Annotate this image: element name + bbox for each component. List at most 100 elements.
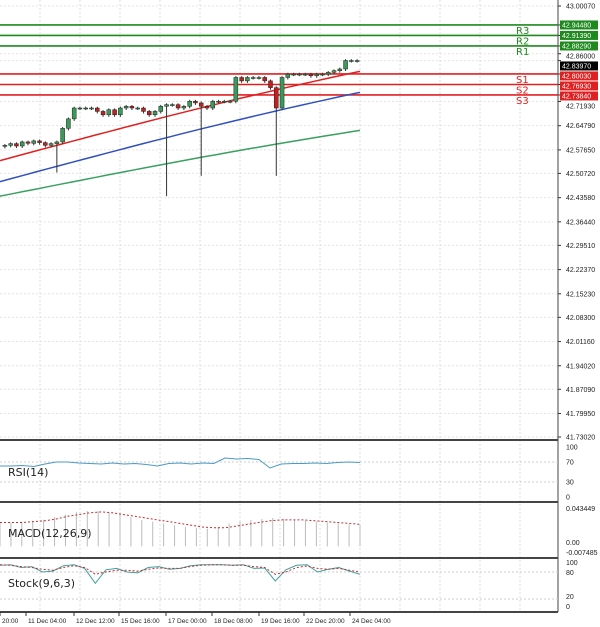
candle-body	[54, 141, 60, 144]
time-axis-line	[0, 611, 558, 613]
candle-body	[19, 141, 25, 147]
candle-body	[354, 60, 360, 62]
price-tag-S3	[560, 91, 598, 101]
candle-body	[204, 106, 210, 109]
time-axis-label: 11 Dec 04:00	[28, 618, 67, 625]
level-name-S2: S2	[516, 85, 529, 96]
moving-average-line	[0, 91, 361, 183]
candle-body	[227, 100, 233, 103]
price-tag-R2	[560, 30, 598, 40]
candle-body	[89, 107, 94, 110]
panel-divider	[0, 439, 558, 441]
price-tag-S2-text: 42.76930	[562, 83, 591, 90]
candle-body	[210, 100, 216, 109]
candle-body	[285, 73, 291, 78]
stoch-label: Stock(9,6,3)	[8, 577, 75, 590]
candle-body	[106, 109, 112, 116]
price-axis-label: 43.00070	[566, 4, 595, 11]
candle-body	[170, 104, 175, 106]
rsi-axis-label: 0	[566, 495, 570, 502]
price-axis-label: 41.79950	[566, 411, 595, 418]
price-axis-label: 41.73020	[566, 435, 595, 442]
price-axis-label: 42.64790	[566, 123, 595, 130]
candle-body	[158, 106, 164, 112]
macd-label: MACD(12,26,9)	[8, 527, 92, 540]
rsi-label: RSI(14)	[8, 466, 48, 479]
price-tag-R3	[560, 20, 598, 30]
candle-body	[325, 72, 331, 75]
price-tag-S1-text: 42.80030	[562, 73, 591, 80]
candle-body	[250, 77, 256, 79]
candle-body	[239, 77, 244, 82]
candle-body	[14, 143, 19, 147]
candle-body	[77, 107, 83, 110]
stoch-axis-label: 0	[566, 604, 570, 611]
time-axis-label: 19 Dec 16:00	[261, 618, 300, 625]
candle-body	[123, 106, 129, 109]
rsi-axis-label: 100	[566, 445, 578, 452]
price-tag-R3-text: 42.94480	[562, 22, 591, 29]
stoch-axis-label: 80	[566, 570, 574, 577]
price-axis-label: 41.94020	[566, 363, 595, 370]
price-tag-S3-text: 42.73840	[562, 93, 591, 100]
candle-body	[112, 109, 117, 116]
candle-body	[274, 87, 279, 109]
price-tag-R1-text: 42.88290	[562, 43, 591, 50]
candle-body	[175, 104, 181, 109]
candle-body	[308, 73, 314, 77]
price-axis-label: 42.01160	[566, 339, 595, 346]
price-tag-S1	[560, 71, 598, 81]
candle-body	[245, 77, 250, 82]
candle-body	[71, 107, 77, 120]
price-axis-label: 42.36440	[566, 219, 595, 226]
level-name-S1: S1	[516, 75, 529, 86]
price-axis-label: 41.87090	[566, 387, 595, 394]
candle-body	[31, 140, 37, 144]
time-axis-label: 22 Dec 20:00	[306, 618, 345, 625]
rsi-line	[0, 457, 361, 469]
level-name-R2: R2	[516, 36, 529, 47]
candle-body	[141, 107, 146, 112]
price-axis-label: 42.29510	[566, 243, 595, 250]
candle-body	[100, 111, 106, 116]
stoch-axis-label: 100	[566, 560, 578, 567]
time-axis-label: 15 Dec 16:00	[121, 618, 160, 625]
price-tag-R1	[560, 41, 598, 51]
candle-body	[43, 142, 48, 146]
time-axis-label: 24 Dec 04:00	[352, 618, 391, 625]
candle-body	[152, 111, 158, 116]
price-tag-S2	[560, 81, 598, 91]
candle-body	[2, 145, 8, 147]
panel-divider	[0, 557, 558, 559]
price-axis-label: 42.86000	[566, 53, 595, 60]
candle-body	[135, 107, 140, 110]
candle-body	[193, 100, 198, 104]
price-axis-label: 42.22370	[566, 267, 595, 274]
stoch-signal-line	[0, 564, 361, 575]
price-axis-label: 42.43580	[566, 195, 595, 202]
candle-body	[146, 111, 152, 116]
current-price-tag-text: 42.83970	[562, 63, 591, 70]
candle-body	[343, 60, 348, 70]
candle-body	[83, 107, 88, 110]
macd-signal-line	[0, 511, 361, 529]
stoch-main-line	[0, 564, 361, 585]
price-axis-label: 42.15230	[566, 291, 595, 298]
candle-body	[129, 106, 135, 109]
candle-body	[164, 104, 169, 107]
stoch-axis-label: 20	[566, 594, 574, 601]
candle-body	[302, 73, 308, 76]
panel-divider	[0, 501, 558, 503]
price-axis-label: 42.71930	[566, 103, 595, 110]
price-axis-label: 42.50720	[566, 171, 595, 178]
candle-body	[95, 107, 100, 112]
candle-body	[262, 77, 267, 82]
candle-body	[320, 73, 325, 76]
candle-body	[25, 141, 31, 144]
candle-body	[256, 77, 262, 79]
macd-axis-label: 0.043449	[566, 506, 595, 513]
candle-body	[118, 107, 123, 116]
candle-body	[48, 143, 54, 146]
candle-body	[187, 100, 192, 107]
